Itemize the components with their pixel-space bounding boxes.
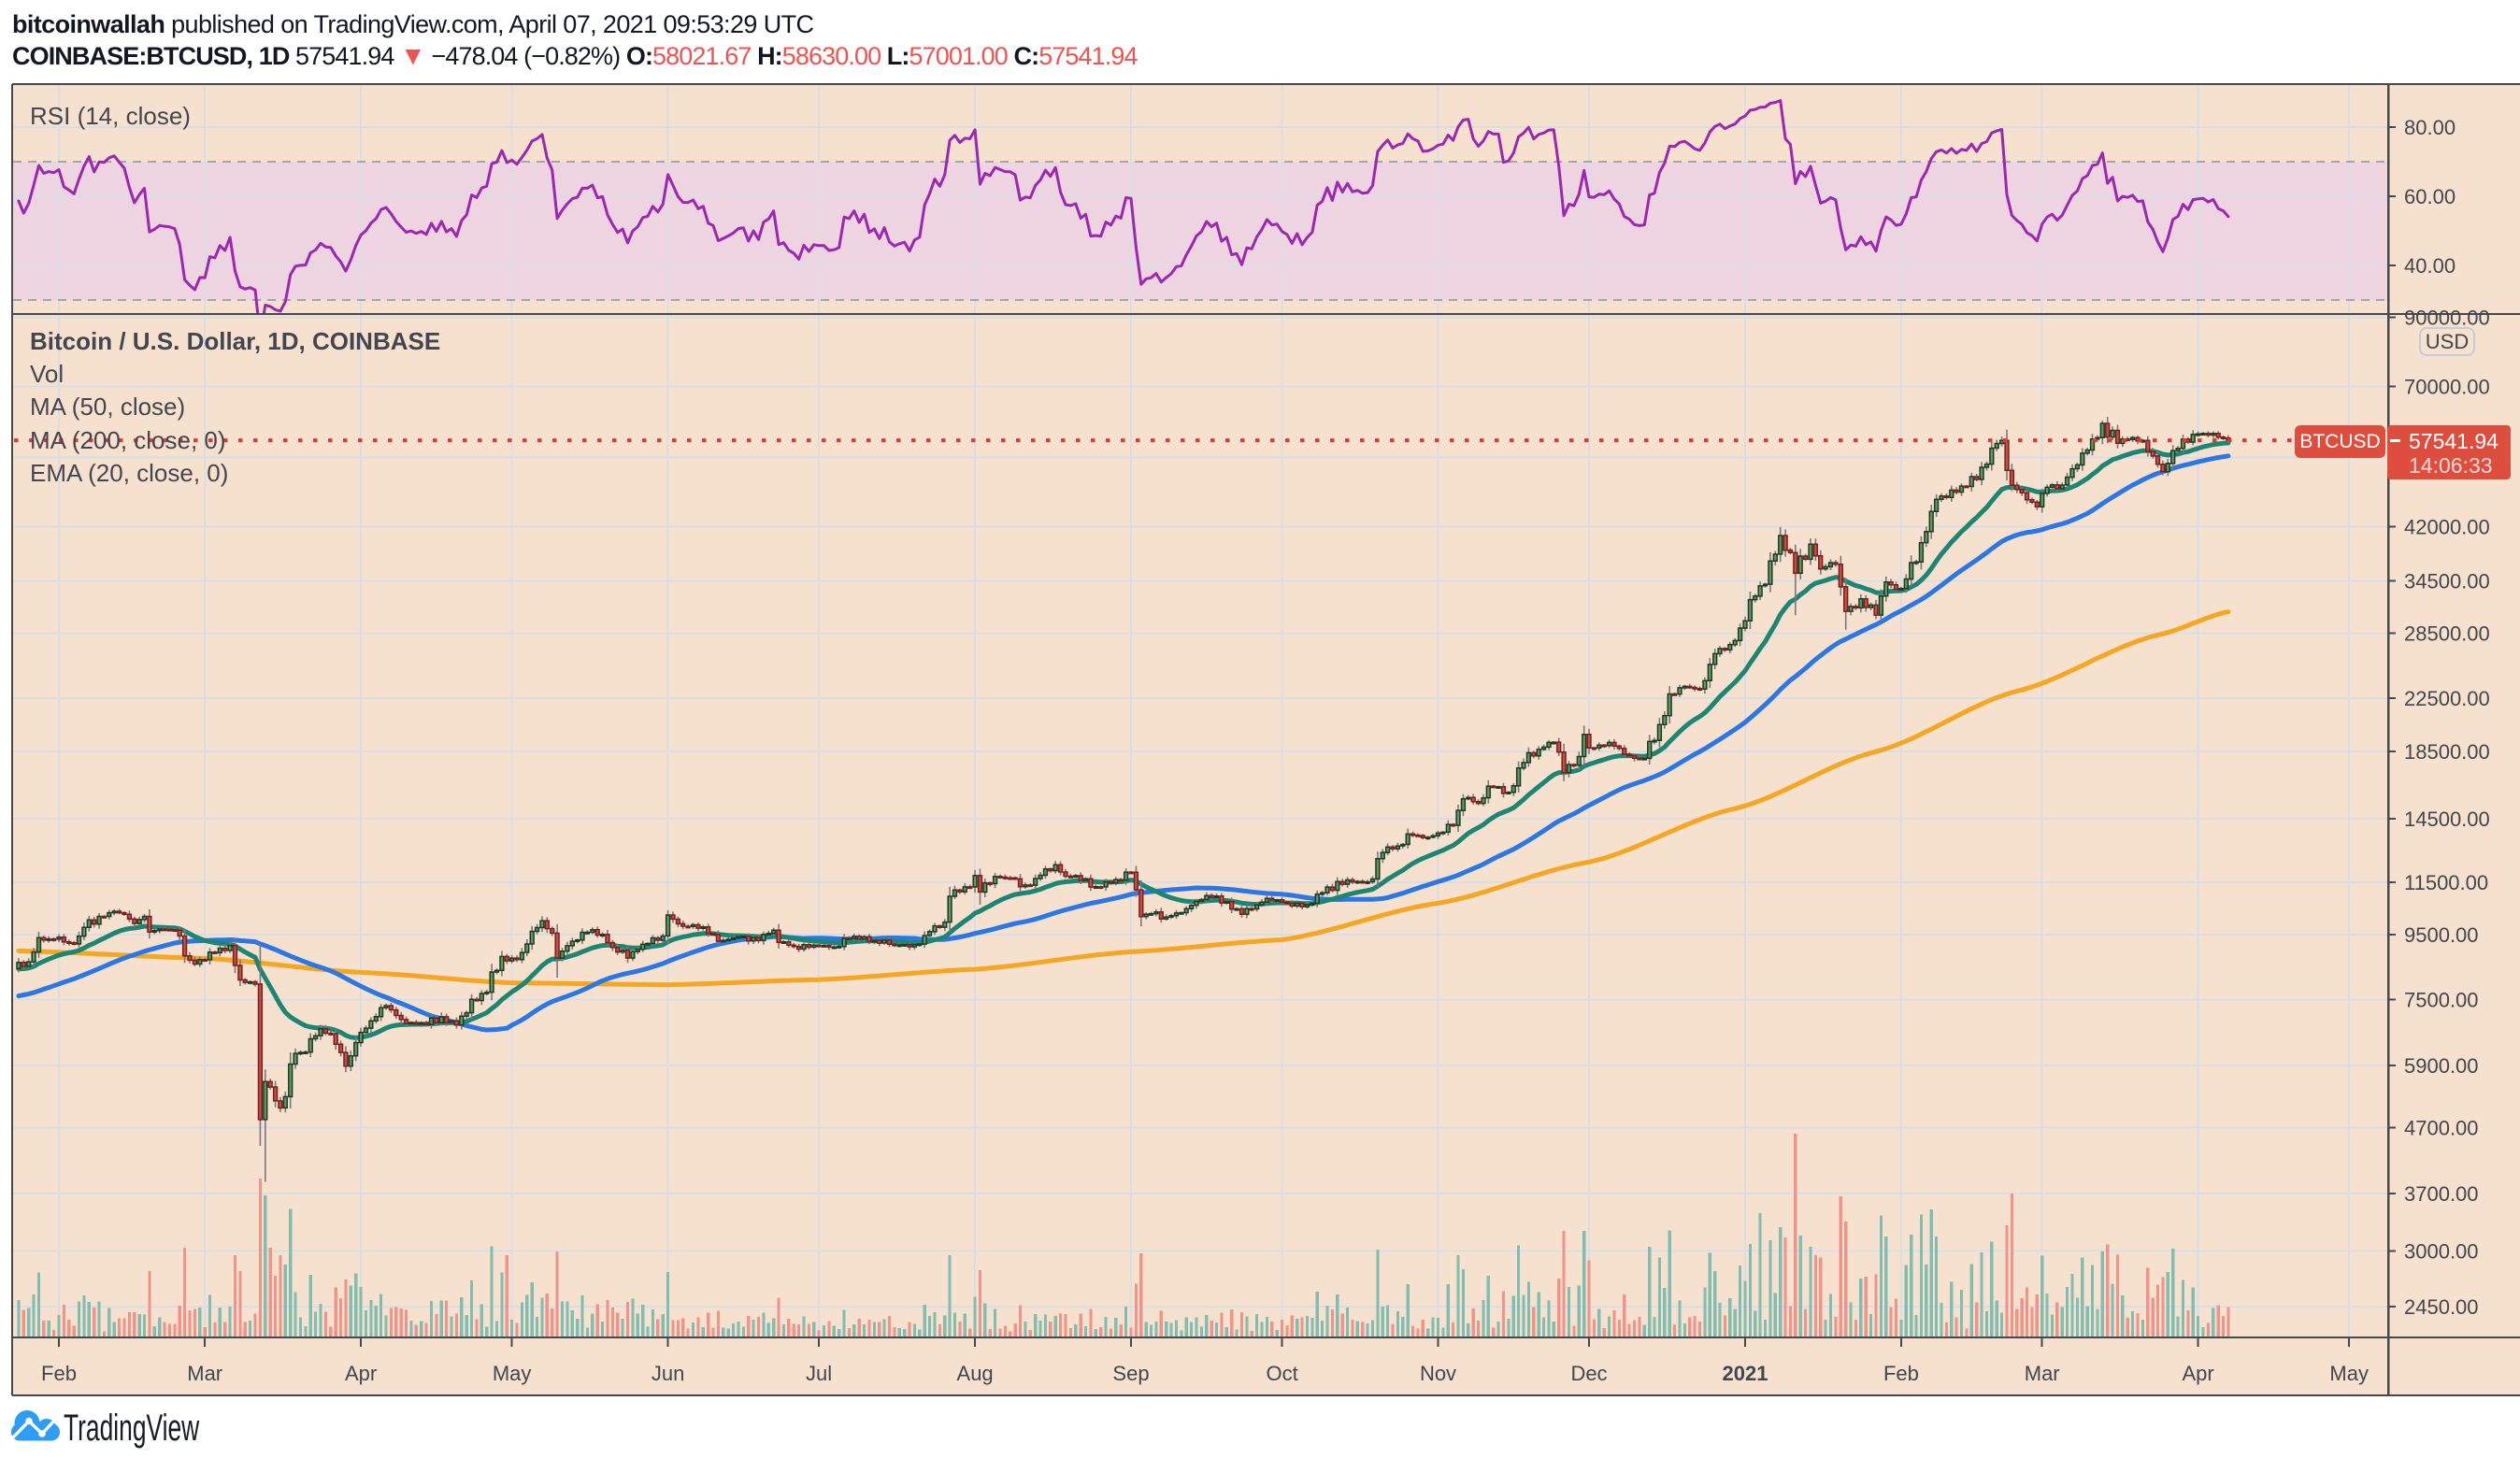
svg-text:TradingView: TradingView [64, 1408, 200, 1450]
svg-text:5900.00: 5900.00 [2404, 1054, 2479, 1078]
svg-text:bitcoinwallah published on Tra: bitcoinwallah published on TradingView.c… [12, 10, 813, 38]
svg-text:7500.00: 7500.00 [2404, 988, 2479, 1011]
svg-text:Sep: Sep [1112, 1362, 1149, 1385]
svg-text:Vol: Vol [30, 360, 64, 388]
svg-text:40.00: 40.00 [2404, 254, 2456, 278]
svg-text:Mar: Mar [187, 1362, 222, 1385]
svg-text:Bitcoin / U.S. Dollar, 1D, COI: Bitcoin / U.S. Dollar, 1D, COINBASE [30, 327, 440, 355]
svg-text:28500.00: 28500.00 [2404, 622, 2490, 645]
svg-text:42000.00: 42000.00 [2404, 516, 2490, 539]
svg-text:Apr: Apr [2182, 1362, 2213, 1385]
svg-text:90000.00: 90000.00 [2404, 307, 2490, 330]
svg-text:9500.00: 9500.00 [2404, 923, 2479, 947]
svg-text:34500.00: 34500.00 [2404, 569, 2490, 593]
svg-text:60.00: 60.00 [2404, 185, 2456, 208]
svg-text:Feb: Feb [41, 1362, 77, 1385]
svg-text:14:06:33: 14:06:33 [2409, 453, 2493, 478]
svg-text:4700.00: 4700.00 [2404, 1117, 2479, 1140]
svg-text:Jul: Jul [806, 1362, 832, 1385]
svg-text:Aug: Aug [957, 1362, 994, 1385]
svg-text:MA (200, close, 0): MA (200, close, 0) [30, 426, 226, 454]
svg-text:3700.00: 3700.00 [2404, 1182, 2479, 1206]
svg-text:Jun: Jun [651, 1362, 684, 1385]
svg-text:RSI (14, close): RSI (14, close) [30, 102, 191, 130]
svg-text:Apr: Apr [345, 1362, 377, 1385]
svg-text:EMA (20, close, 0): EMA (20, close, 0) [30, 459, 228, 487]
svg-text:USD: USD [2426, 330, 2469, 353]
svg-text:2450.00: 2450.00 [2404, 1295, 2479, 1319]
svg-text:18500.00: 18500.00 [2404, 740, 2490, 764]
svg-text:70000.00: 70000.00 [2404, 376, 2490, 399]
svg-text:Mar: Mar [2025, 1362, 2060, 1385]
svg-text:Nov: Nov [1420, 1362, 1456, 1385]
svg-text:3000.00: 3000.00 [2404, 1239, 2479, 1263]
svg-text:57541.94: 57541.94 [2409, 429, 2499, 453]
svg-text:11500.00: 11500.00 [2404, 871, 2488, 894]
svg-text:May: May [493, 1362, 532, 1385]
svg-text:May: May [2329, 1362, 2369, 1385]
svg-text:Dec: Dec [1570, 1362, 1607, 1385]
svg-text:22500.00: 22500.00 [2404, 687, 2490, 710]
svg-text:MA (50, close): MA (50, close) [30, 393, 185, 421]
svg-text:2021: 2021 [1723, 1362, 1768, 1385]
svg-text:Oct: Oct [1266, 1362, 1297, 1385]
svg-text:COINBASE:BTCUSD, 1D 57541.94 ▼: COINBASE:BTCUSD, 1D 57541.94 ▼ −478.04 (… [12, 41, 1138, 70]
svg-text:Feb: Feb [1883, 1362, 1919, 1385]
svg-text:14500.00: 14500.00 [2404, 808, 2490, 831]
svg-text:BTCUSD: BTCUSD [2299, 431, 2380, 452]
svg-text:80.00: 80.00 [2404, 116, 2456, 139]
